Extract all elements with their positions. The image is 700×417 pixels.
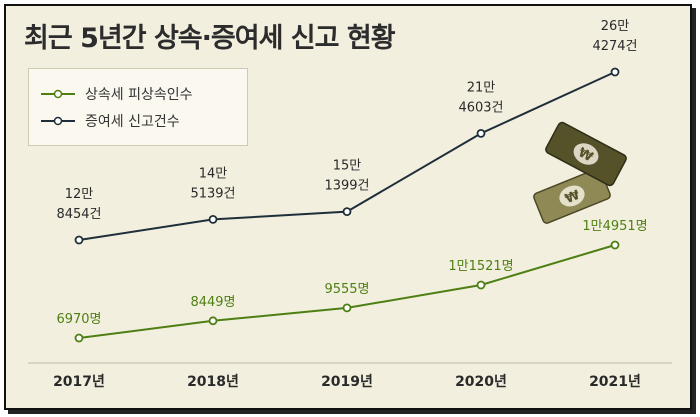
x-tick-label: 2019년 — [321, 374, 373, 390]
data-label: 8454건 — [56, 207, 101, 222]
data-label: 1만4951명 — [582, 219, 647, 234]
legend-marker-gift — [41, 116, 75, 126]
data-label: 4274건 — [592, 39, 637, 54]
data-label: 21만 — [467, 80, 496, 95]
data-point — [610, 67, 620, 77]
legend-item-gift: 증여세 신고건수 — [41, 111, 180, 131]
x-tick-label: 2021년 — [589, 374, 641, 390]
data-label: 14만 — [199, 166, 228, 181]
data-label: 6970명 — [56, 312, 101, 327]
data-point — [476, 280, 486, 290]
x-tick-label: 2017년 — [53, 374, 105, 390]
legend-label-gift: 증여세 신고건수 — [85, 114, 180, 130]
line-chart: ₩ ₩ 6970명 8449명 9555명 1만1521명 1만4951명 12만 8454… — [28, 19, 672, 390]
data-label: 26만 — [601, 19, 630, 34]
data-point — [74, 333, 84, 343]
data-point — [476, 129, 486, 138]
chart-legend: 상속세 피상속인수 증여세 신고건수 — [28, 68, 248, 146]
legend-item-inheritance: 상속세 피상속인수 — [41, 84, 193, 104]
money-bill-icon: ₩ — [545, 121, 627, 187]
data-label: 12만 — [65, 187, 94, 202]
series-layer: 6970명 8449명 9555명 1만1521명 1만4951명 12만 8454건 14만… — [56, 19, 648, 343]
data-point — [610, 240, 620, 250]
data-label: 4603건 — [458, 100, 503, 115]
data-label: 15만 — [333, 159, 362, 174]
money-icons: ₩ ₩ — [533, 121, 627, 224]
chart-frame: 최근 5년간 상속·증여세 신고 현황 ₩ ₩ 6970명 8449명 9555명 1… — [4, 4, 692, 410]
x-tick-label: 2020년 — [455, 374, 507, 390]
data-label: 5139건 — [190, 186, 235, 201]
chart-title: 최근 5년간 상속·증여세 신고 현황 — [24, 23, 396, 54]
legend-label-inheritance: 상속세 피상속인수 — [85, 87, 193, 103]
data-label: 1만1521명 — [448, 259, 513, 274]
data-label: 1399건 — [324, 179, 369, 194]
svg-text:₩: ₩ — [563, 188, 583, 208]
legend-marker-inheritance — [41, 89, 75, 99]
data-point — [208, 316, 218, 326]
x-tick-labels: 2017년 2018년 2019년 2020년 2021년 — [53, 374, 641, 390]
data-point — [342, 207, 352, 217]
data-label: 9555명 — [324, 282, 369, 297]
data-label: 8449명 — [190, 295, 235, 310]
x-tick-label: 2018년 — [187, 374, 239, 390]
data-point — [208, 214, 218, 224]
data-point — [74, 235, 84, 245]
data-point — [342, 303, 352, 313]
